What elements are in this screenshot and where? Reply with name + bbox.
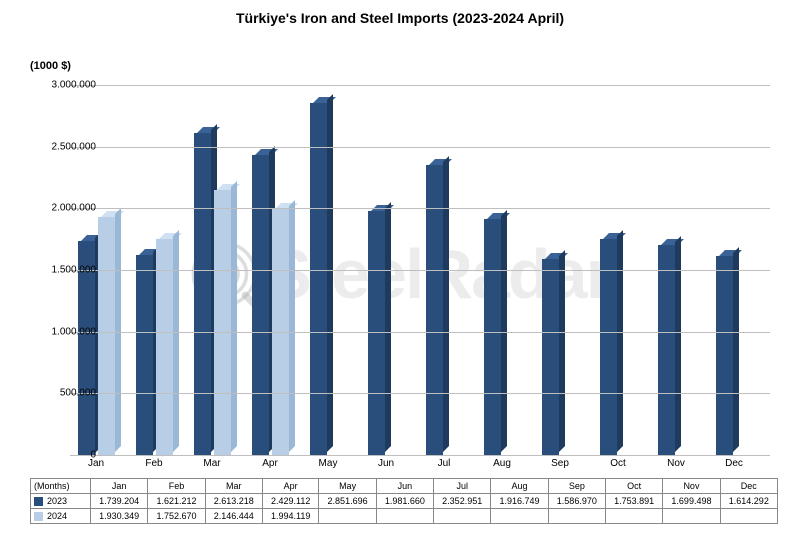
table-cell: 1.699.498 bbox=[663, 494, 720, 509]
table-cell bbox=[663, 509, 720, 524]
bar-2023-Jun bbox=[368, 211, 385, 455]
y-axis-label: (1000 $) bbox=[30, 60, 71, 72]
table-cell: 2.613.218 bbox=[205, 494, 262, 509]
chart-title: Türkiye's Iron and Steel Imports (2023-2… bbox=[20, 10, 780, 26]
table-cell: 2.146.444 bbox=[205, 509, 262, 524]
table-header-cell: Jul bbox=[434, 479, 491, 494]
bar-2023-Sep bbox=[542, 259, 559, 455]
y-tick-label: 500.000 bbox=[36, 388, 96, 399]
table-cell: 1.930.349 bbox=[91, 509, 148, 524]
table-cell: 1.753.891 bbox=[605, 494, 662, 509]
x-tick-label: Feb bbox=[145, 458, 162, 469]
table-header-cell: May bbox=[319, 479, 376, 494]
plot-area bbox=[70, 85, 770, 455]
table-cell: 1.752.670 bbox=[148, 509, 205, 524]
bar-2023-Feb bbox=[136, 255, 153, 455]
bar-2023-Oct bbox=[600, 239, 617, 455]
x-tick-label: Jun bbox=[378, 458, 394, 469]
table-cell: 1.981.660 bbox=[376, 494, 433, 509]
grid-line bbox=[70, 270, 770, 271]
x-tick-label: Dec bbox=[725, 458, 743, 469]
table-header-cell: Mar bbox=[205, 479, 262, 494]
table-cell bbox=[319, 509, 376, 524]
x-tick-label: Sep bbox=[551, 458, 569, 469]
legend-swatch bbox=[34, 497, 43, 506]
table-cell: 2.851.696 bbox=[319, 494, 376, 509]
x-tick-label: Apr bbox=[262, 458, 278, 469]
table-row: 2024 1.930.3491.752.6702.146.4441.994.119 bbox=[31, 509, 778, 524]
table-cell: 2.429.112 bbox=[262, 494, 318, 509]
bar-2023-Mar bbox=[194, 133, 211, 455]
data-table: (Months)JanFebMarAprMayJunJulAugSepOctNo… bbox=[30, 478, 778, 524]
bar-2023-May bbox=[310, 103, 327, 455]
table-header-cell: Feb bbox=[148, 479, 205, 494]
y-tick-label: 2.500.000 bbox=[36, 141, 96, 152]
bar-2024-Feb bbox=[156, 239, 173, 455]
table-cell: 1.621.212 bbox=[148, 494, 205, 509]
bar-2023-Apr bbox=[252, 155, 269, 455]
x-tick-label: Mar bbox=[203, 458, 220, 469]
table-header-cell: Apr bbox=[262, 479, 318, 494]
series-label-cell: 2024 bbox=[31, 509, 91, 524]
table-header-cell: Oct bbox=[605, 479, 662, 494]
legend-swatch bbox=[34, 512, 43, 521]
table-row: 2023 1.739.2041.621.2122.613.2182.429.112… bbox=[31, 494, 778, 509]
table-cell bbox=[548, 509, 605, 524]
bar-2023-Dec bbox=[716, 256, 733, 455]
bar-2024-Jan bbox=[98, 217, 115, 455]
bar-2023-Nov bbox=[658, 245, 675, 455]
months-label: (Months) bbox=[31, 479, 91, 494]
table-cell bbox=[376, 509, 433, 524]
grid-line bbox=[70, 85, 770, 86]
table-row: (Months)JanFebMarAprMayJunJulAugSepOctNo… bbox=[31, 479, 778, 494]
series-name: 2024 bbox=[47, 511, 67, 521]
table-cell: 1.994.119 bbox=[262, 509, 318, 524]
x-tick-label: Oct bbox=[610, 458, 626, 469]
bar-2024-Mar bbox=[214, 190, 231, 455]
y-tick-label: 0 bbox=[36, 450, 96, 461]
table-cell: 1.614.292 bbox=[720, 494, 777, 509]
grid-line bbox=[70, 393, 770, 394]
table-header-cell: Jun bbox=[376, 479, 433, 494]
grid-line bbox=[70, 455, 770, 456]
series-name: 2023 bbox=[47, 496, 67, 506]
grid-line bbox=[70, 332, 770, 333]
y-tick-label: 1.500.000 bbox=[36, 265, 96, 276]
grid-line bbox=[70, 147, 770, 148]
table-cell: 1.739.204 bbox=[91, 494, 148, 509]
data-table-body: (Months)JanFebMarAprMayJunJulAugSepOctNo… bbox=[31, 479, 778, 524]
table-cell bbox=[720, 509, 777, 524]
x-tick-label: Nov bbox=[667, 458, 685, 469]
chart-container: Türkiye's Iron and Steel Imports (2023-2… bbox=[0, 0, 800, 548]
table-cell: 1.916.749 bbox=[491, 494, 548, 509]
x-tick-label: Aug bbox=[493, 458, 511, 469]
x-tick-label: Jul bbox=[438, 458, 451, 469]
table-cell bbox=[491, 509, 548, 524]
x-tick-label: May bbox=[319, 458, 338, 469]
table-header-cell: Jan bbox=[91, 479, 148, 494]
series-label-cell: 2023 bbox=[31, 494, 91, 509]
table-cell bbox=[605, 509, 662, 524]
y-tick-label: 2.000.000 bbox=[36, 203, 96, 214]
table-header-cell: Dec bbox=[720, 479, 777, 494]
y-tick-label: 3.000.000 bbox=[36, 80, 96, 91]
table-cell bbox=[434, 509, 491, 524]
table-header-cell: Nov bbox=[663, 479, 720, 494]
table-cell: 1.586.970 bbox=[548, 494, 605, 509]
y-tick-label: 1.000.000 bbox=[36, 326, 96, 337]
bar-2023-Aug bbox=[484, 219, 501, 455]
table-header-cell: Sep bbox=[548, 479, 605, 494]
table-header-cell: Aug bbox=[491, 479, 548, 494]
grid-line bbox=[70, 208, 770, 209]
table-cell: 2.352.951 bbox=[434, 494, 491, 509]
